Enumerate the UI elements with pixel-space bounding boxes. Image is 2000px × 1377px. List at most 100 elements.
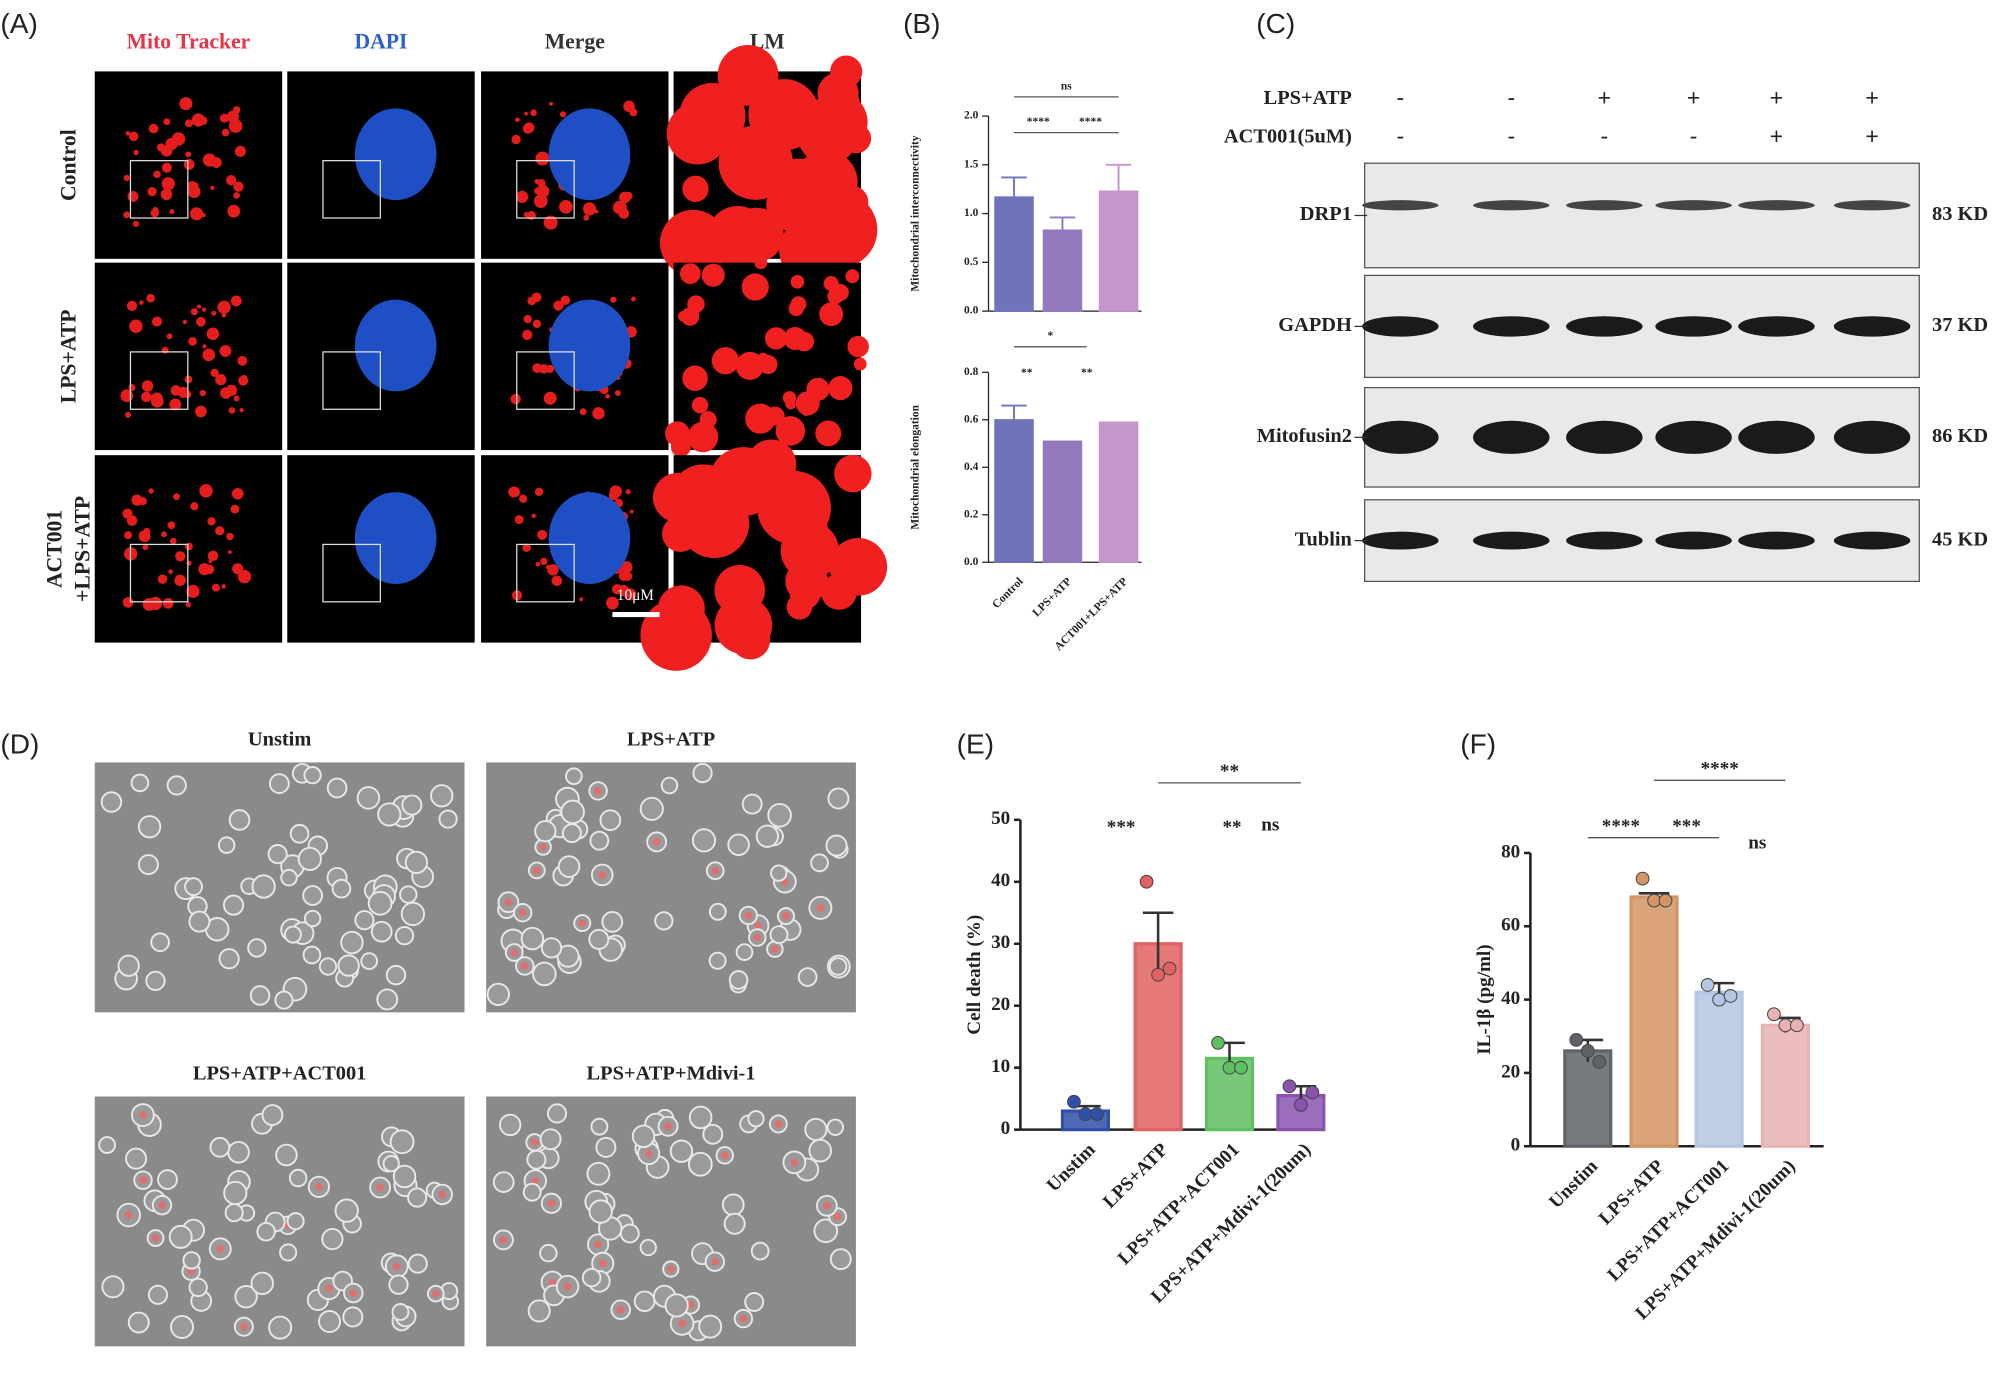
band bbox=[1566, 531, 1643, 550]
mito-dot bbox=[190, 207, 204, 221]
mito-dot bbox=[141, 380, 154, 392]
cell bbox=[377, 802, 402, 827]
mito-dot bbox=[226, 532, 234, 541]
cell bbox=[127, 1311, 150, 1334]
mito-dot bbox=[233, 395, 240, 402]
mito-dot bbox=[133, 149, 139, 156]
data-point bbox=[1282, 1079, 1297, 1094]
cell bbox=[769, 925, 789, 945]
mito-dot bbox=[191, 182, 199, 189]
mito-blob bbox=[795, 391, 820, 416]
mito-dot bbox=[179, 97, 193, 111]
cell bbox=[370, 920, 393, 943]
mito-blob bbox=[754, 256, 768, 270]
bar bbox=[1760, 1023, 1810, 1148]
cell bbox=[274, 990, 294, 1010]
band bbox=[1833, 531, 1911, 550]
mito-blob bbox=[775, 416, 806, 446]
inset-box bbox=[129, 351, 189, 410]
mito-dot bbox=[187, 185, 201, 198]
y-tick-label: 0 bbox=[1511, 1135, 1521, 1156]
mito-dot bbox=[227, 204, 241, 218]
y-axis-label: IL-1β (pg/ml) bbox=[1474, 944, 1495, 1054]
mito-dot bbox=[201, 212, 206, 217]
band bbox=[1566, 200, 1643, 211]
cell bbox=[168, 1224, 193, 1249]
mito-dot bbox=[510, 393, 521, 405]
cell bbox=[728, 970, 749, 990]
mito-dot bbox=[151, 316, 163, 327]
mito-blob bbox=[735, 351, 764, 380]
cell bbox=[360, 952, 379, 971]
mito-dot bbox=[148, 488, 154, 494]
size-label: 86 KD bbox=[1932, 425, 1988, 447]
mito-dot bbox=[524, 111, 529, 116]
mito-blob bbox=[765, 406, 785, 426]
mito-dot bbox=[122, 508, 133, 519]
cell bbox=[595, 1136, 617, 1158]
band bbox=[1738, 420, 1815, 454]
mito-dot bbox=[129, 319, 143, 333]
mito-dot bbox=[215, 373, 227, 386]
mito-blob bbox=[827, 579, 854, 605]
data-point bbox=[1151, 967, 1165, 982]
cell bbox=[770, 864, 788, 882]
mito-dot bbox=[160, 144, 173, 157]
mito-dot bbox=[131, 494, 143, 506]
mito-dot bbox=[559, 200, 573, 214]
band bbox=[1833, 420, 1911, 454]
cell bbox=[601, 911, 624, 933]
mito-dot bbox=[522, 329, 533, 341]
y-tick-label: 0.6 bbox=[964, 413, 979, 425]
data-point bbox=[1712, 992, 1726, 1007]
mito-dot bbox=[120, 389, 134, 403]
cell bbox=[654, 911, 674, 931]
dead-cell bbox=[833, 1212, 842, 1221]
mito-dot bbox=[237, 355, 248, 366]
dead-cell bbox=[790, 1158, 799, 1167]
mito-dot bbox=[182, 319, 188, 325]
data-point bbox=[1635, 871, 1650, 886]
treatment-sign: - bbox=[1690, 123, 1698, 149]
significance-label: ns bbox=[1261, 815, 1279, 836]
treatment-sign: + bbox=[1770, 123, 1783, 149]
cell bbox=[321, 1227, 344, 1251]
dead-cell bbox=[315, 1183, 323, 1191]
mito-dot bbox=[579, 597, 584, 602]
dead-cell bbox=[678, 1319, 686, 1328]
data-point bbox=[1658, 893, 1673, 908]
cell bbox=[302, 885, 324, 906]
mito-blob bbox=[845, 269, 860, 284]
cell bbox=[399, 885, 418, 904]
cell bbox=[486, 982, 510, 1006]
mito-dot bbox=[537, 179, 546, 188]
cell bbox=[331, 878, 352, 899]
cell bbox=[498, 1113, 522, 1137]
mito-dot bbox=[161, 346, 169, 354]
mito-blob bbox=[687, 295, 705, 313]
dead-cell bbox=[644, 1149, 653, 1158]
mito-dot bbox=[629, 509, 634, 514]
cell bbox=[222, 894, 245, 916]
size-label: 45 KD bbox=[1932, 528, 1988, 550]
cell bbox=[586, 1161, 611, 1186]
size-label: 83 KD bbox=[1932, 203, 1988, 225]
mito-dot bbox=[618, 208, 630, 219]
mito-dot bbox=[138, 530, 151, 543]
protein-label: GAPDH bbox=[1278, 314, 1352, 336]
mito-blob bbox=[794, 331, 815, 352]
treatment-sign: - bbox=[1507, 123, 1515, 149]
mito-dot bbox=[161, 177, 175, 191]
inset-box bbox=[516, 351, 575, 410]
mito-blob bbox=[665, 421, 690, 447]
inset-box bbox=[129, 543, 189, 603]
dead-cell bbox=[782, 912, 790, 920]
nucleus bbox=[548, 108, 631, 201]
mito-dot bbox=[522, 123, 533, 134]
cell bbox=[813, 1218, 839, 1244]
dead-cell bbox=[392, 1262, 401, 1271]
data-point bbox=[1139, 874, 1154, 889]
cell bbox=[367, 890, 393, 916]
band bbox=[1473, 420, 1550, 454]
dead-cell bbox=[563, 1282, 572, 1291]
